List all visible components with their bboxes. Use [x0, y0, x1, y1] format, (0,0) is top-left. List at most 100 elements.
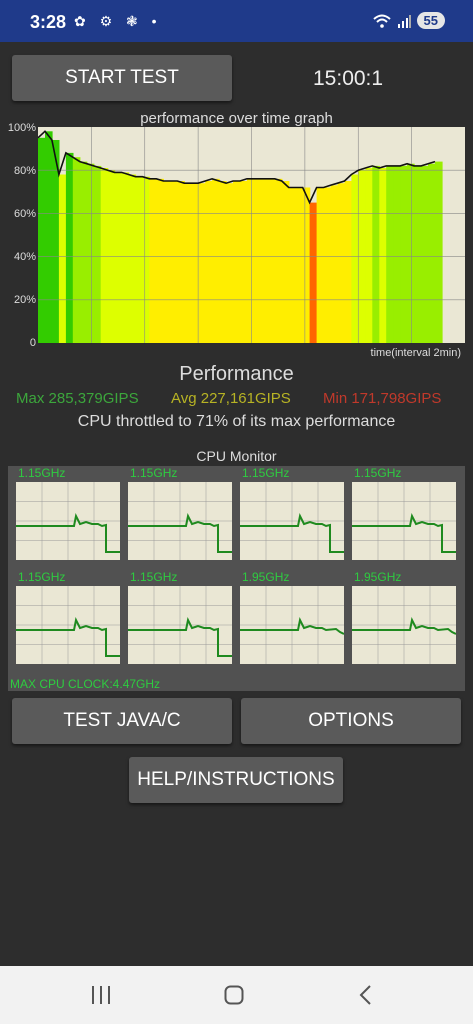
- graph-bar: [295, 187, 304, 343]
- status-time: 3:28: [30, 12, 67, 32]
- graph-bar: [435, 161, 443, 343]
- graph-bar: [414, 165, 422, 343]
- y-label: 100%: [7, 122, 36, 134]
- graph-bar: [393, 165, 401, 343]
- navigation-bar: [0, 966, 473, 1024]
- battery-badge: 55: [416, 12, 445, 29]
- graph-bar: [372, 165, 380, 343]
- recent-apps-icon[interactable]: [90, 986, 112, 1004]
- y-label: 80%: [13, 165, 36, 177]
- graph-bar: [38, 137, 46, 343]
- graph-bar: [240, 181, 248, 343]
- performance-graph: 100% 80% 60% 40% 20% 0 time(interval 2mi…: [8, 122, 465, 359]
- x-axis-caption: time(interval 2min): [370, 347, 461, 359]
- timer: 15:00:1: [313, 67, 384, 90]
- graph-bar: [330, 185, 339, 343]
- cpu-core-graph: [16, 482, 120, 560]
- graph-bar: [288, 187, 297, 343]
- cpu-core-graph: [128, 586, 232, 664]
- cpu-core-frequency: 1.95GHz: [242, 570, 290, 584]
- graph-bar: [233, 181, 241, 343]
- performance-title: Performance: [179, 363, 294, 385]
- core-frequency-line: [352, 512, 456, 553]
- graph-bar: [149, 178, 157, 343]
- graph-bar: [337, 183, 346, 343]
- test-java-c-button[interactable]: TEST JAVA/C: [12, 698, 232, 744]
- graph-bar: [93, 165, 102, 343]
- cpu-core-graph: [240, 586, 344, 664]
- cpu-core-graph: [352, 586, 456, 664]
- y-label: 20%: [13, 294, 36, 306]
- start-test-button[interactable]: START TEST: [12, 55, 232, 101]
- cpu-core-6: 1.15GHz: [128, 570, 232, 664]
- graph-bar: [428, 163, 436, 343]
- graph-bar: [344, 181, 353, 343]
- cpu-core-4: 1.15GHz: [352, 466, 456, 560]
- cpu-core-1: 1.15GHz: [16, 466, 120, 560]
- cpu-core-graph: [352, 482, 456, 560]
- help-instructions-button[interactable]: HELP/INSTRUCTIONS: [129, 757, 343, 803]
- graph-bar: [205, 181, 213, 343]
- status-bar: 3:28 ✿ ⚙ ❃ • 55: [0, 0, 473, 42]
- cpu-core-frequency: 1.15GHz: [130, 466, 178, 480]
- cpu-core-graph: [128, 482, 232, 560]
- graph-bar: [163, 181, 171, 343]
- graph-bar: [226, 183, 234, 343]
- status-right: 55: [372, 12, 445, 29]
- graph-bar: [86, 163, 95, 343]
- graph-bar: [421, 165, 429, 343]
- cpu-core-graph: [240, 482, 344, 560]
- back-icon[interactable]: [358, 984, 372, 1006]
- core-frequency-line: [240, 512, 344, 553]
- graph-bar: [316, 187, 325, 343]
- cpu-core-frequency: 1.95GHz: [354, 570, 402, 584]
- y-label: 0: [29, 337, 36, 349]
- graph-bar: [72, 157, 81, 343]
- min-performance: Min 171,798GIPS: [323, 390, 442, 407]
- graph-bar: [253, 178, 262, 343]
- cpu-core-frequency: 1.15GHz: [18, 466, 66, 480]
- core-frequency-line: [352, 616, 456, 635]
- cpu-core-frequency: 1.15GHz: [354, 466, 402, 480]
- graph-bar: [114, 172, 123, 343]
- graph-bar: [323, 187, 332, 343]
- core-frequency-line: [16, 616, 120, 657]
- graph-bar: [351, 174, 359, 343]
- graph-bar: [407, 163, 415, 343]
- graph-bar: [379, 168, 387, 343]
- graph-plot: [38, 127, 465, 343]
- graph-bar: [65, 152, 74, 343]
- y-label: 60%: [13, 208, 36, 220]
- options-button[interactable]: OPTIONS: [241, 698, 461, 744]
- graph-bar: [281, 181, 290, 343]
- graph-bar: [246, 178, 255, 343]
- notification-icons: ✿ ⚙ ❃ •: [74, 13, 162, 29]
- graph-bar: [386, 165, 394, 343]
- graph-bar: [100, 168, 109, 343]
- core-frequency-line: [128, 616, 232, 657]
- home-icon[interactable]: [224, 985, 244, 1005]
- graph-bar: [45, 131, 53, 343]
- cpu-monitor-grid: MAX CPU CLOCK:4.47GHz 1.15GHz 1.15GHz 1.15…: [8, 466, 465, 691]
- graph-bar: [219, 181, 227, 343]
- y-label: 40%: [13, 251, 36, 263]
- cpu-core-3: 1.15GHz: [240, 466, 344, 560]
- cpu-core-2: 1.15GHz: [128, 466, 232, 560]
- signal-icon: [397, 14, 411, 28]
- cpu-core-7: 1.95GHz: [240, 570, 344, 664]
- graph-bar: [135, 176, 144, 343]
- graph-bar: [274, 178, 283, 343]
- graph-title: performance over time graph: [140, 110, 333, 127]
- graph-bar: [365, 168, 373, 343]
- graph-bar: [79, 161, 88, 343]
- cpu-core-frequency: 1.15GHz: [130, 570, 178, 584]
- graph-bar: [260, 178, 269, 343]
- graph-bar: [400, 165, 408, 343]
- graph-bar: [267, 178, 276, 343]
- core-frequency-line: [16, 512, 120, 553]
- graph-bar: [170, 181, 178, 343]
- graph-bar: [128, 174, 137, 343]
- throttle-text: CPU throttled to 71% of its max performa…: [77, 413, 396, 430]
- cpu-core-5: 1.15GHz: [16, 570, 120, 664]
- graph-bar: [177, 181, 185, 343]
